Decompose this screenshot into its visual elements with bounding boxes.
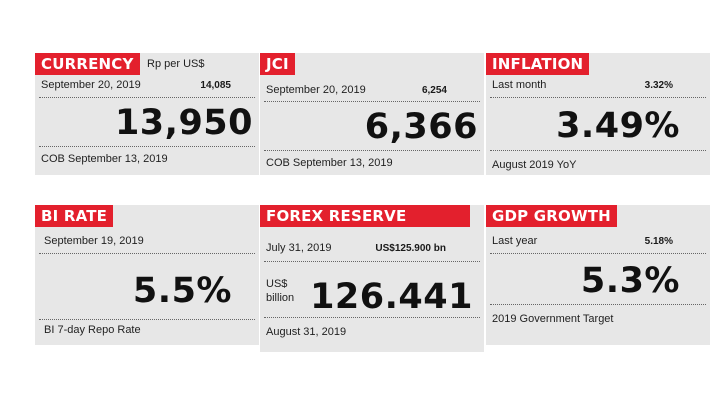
jci-prev-date: September 20, 2019: [266, 84, 366, 96]
bi-rate-divider-bottom: [39, 319, 255, 320]
gdp-divider-bottom: [490, 304, 706, 305]
bi-rate-divider-top: [39, 253, 255, 254]
jci-note: COB September 13, 2019: [266, 157, 393, 169]
bi-rate-prev-date: September 19, 2019: [44, 235, 144, 247]
currency-unit: Rp per US$: [147, 58, 205, 70]
gdp-growth-label: GDP GROWTH: [486, 205, 617, 227]
inflation-label: INFLATION: [486, 53, 590, 75]
bi-rate-note: BI 7-day Repo Rate: [44, 324, 141, 336]
bi-rate-value: 5.5%: [132, 271, 232, 311]
jci-value: 6,366: [364, 107, 478, 147]
forex-reserve-label: FOREX RESERVE: [260, 205, 470, 227]
currency-label: CURRENCY: [35, 53, 140, 75]
jci-divider-top: [264, 101, 480, 102]
forex-prev-value: US$125.900 bn: [375, 243, 446, 254]
bi-rate-card: BI RATE September 19, 2019 5.5% BI 7-day…: [35, 205, 259, 345]
currency-card: CURRENCY Rp per US$ September 20, 2019 1…: [35, 53, 259, 175]
jci-divider-bottom: [264, 150, 480, 151]
jci-label: JCI: [260, 53, 295, 75]
inflation-value: 3.49%: [556, 106, 680, 146]
inflation-divider-top: [490, 97, 706, 98]
gdp-growth-card: GDP GROWTH Last year 5.18% 5.3% 2019 Gov…: [486, 205, 710, 345]
gdp-divider-top: [490, 253, 706, 254]
currency-value: 13,950: [114, 103, 253, 143]
gdp-prev-value: 5.18%: [644, 236, 673, 247]
currency-prev-date: September 20, 2019: [41, 79, 141, 91]
forex-value: 126.441: [310, 277, 473, 317]
forex-prev-date: July 31, 2019: [266, 242, 332, 254]
gdp-prev-date: Last year: [492, 235, 538, 247]
inflation-prev-date: Last month: [492, 79, 547, 91]
jci-card: JCI September 20, 2019 6,254 6,366 COB S…: [260, 53, 484, 175]
inflation-note: August 2019 YoY: [492, 159, 577, 171]
currency-prev-value: 14,085: [200, 80, 231, 91]
gdp-note: 2019 Government Target: [492, 313, 614, 325]
inflation-prev-value: 3.32%: [644, 80, 673, 91]
forex-divider-bottom: [264, 317, 480, 318]
currency-divider-bottom: [39, 146, 255, 147]
forex-divider-top: [264, 261, 480, 262]
inflation-card: INFLATION Last month 3.32% 3.49% August …: [486, 53, 710, 175]
gdp-value: 5.3%: [580, 261, 680, 301]
bi-rate-label: BI RATE: [35, 205, 114, 227]
currency-note: COB September 13, 2019: [41, 153, 168, 165]
forex-unit-line2: billion: [266, 292, 295, 304]
forex-note: August 31, 2019: [266, 326, 347, 338]
forex-unit-line1: US$: [266, 278, 288, 290]
forex-unit: US$ billion: [266, 277, 294, 305]
forex-reserve-card: FOREX RESERVE July 31, 2019 US$125.900 b…: [260, 205, 484, 352]
jci-prev-value: 6,254: [421, 85, 447, 96]
inflation-divider-bottom: [490, 150, 706, 151]
currency-divider-top: [39, 97, 255, 98]
